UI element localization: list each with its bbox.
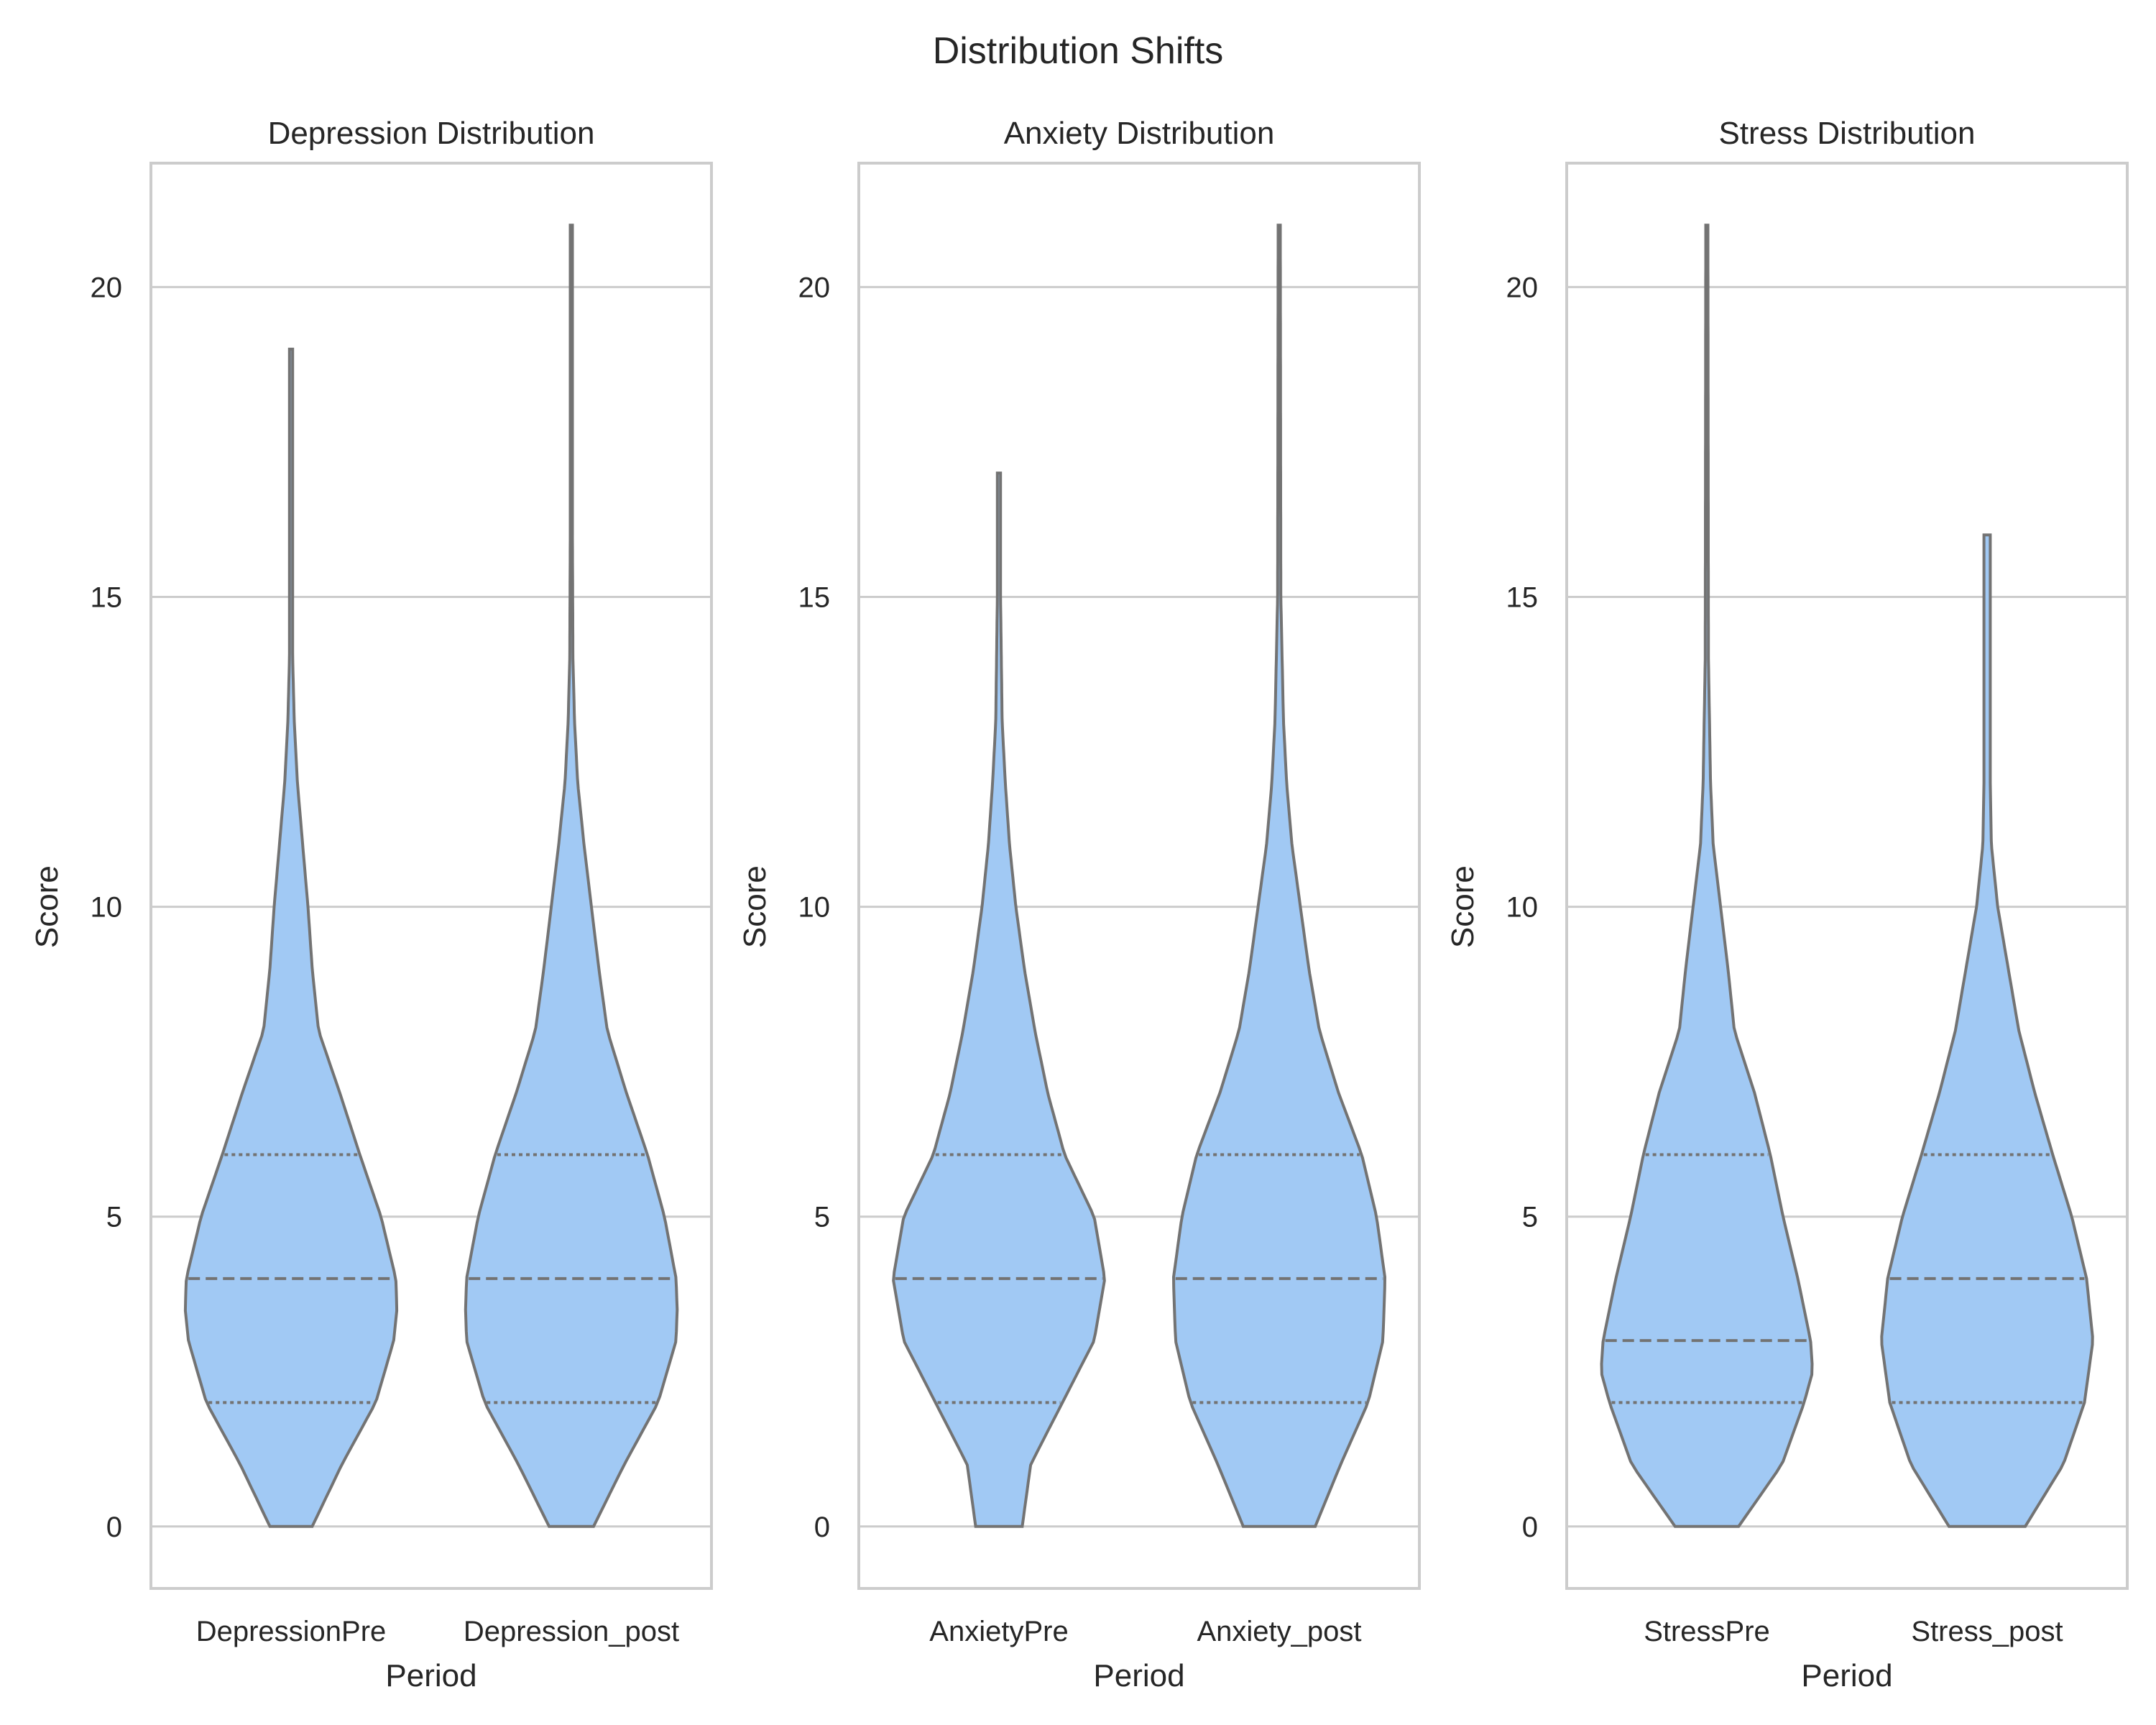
x-axis-label: Period (1801, 1658, 1892, 1693)
panel-3: 0 5 10 15 20 StressPre Stress_post Period Score S… (1445, 116, 2129, 1693)
chart-panels: 0 5 10 15 20 DepressionPre Depression_post Peri… (29, 116, 2129, 1693)
y-tick-label: 5 (106, 1202, 122, 1233)
violin-Stress_post (1880, 533, 2094, 1528)
y-tick-label: 15 (91, 582, 123, 614)
panel-title: Depression Distribution (268, 116, 595, 151)
plot-frame (1565, 162, 2129, 1590)
y-tick-label: 0 (1522, 1512, 1538, 1543)
panel-title: Stress Distribution (1718, 116, 1975, 151)
y-tick-label: 20 (1506, 272, 1539, 303)
y-tick-label: 15 (798, 582, 831, 614)
y-tick-label: 10 (1506, 892, 1539, 924)
x-tick-label: AnxietyPre (929, 1616, 1068, 1647)
x-tick-label: DepressionPre (196, 1616, 387, 1647)
x-tick-label: StressPre (1644, 1616, 1770, 1647)
violin-StressPre (1600, 224, 1814, 1528)
x-tick-label: Stress_post (1911, 1616, 2063, 1647)
panel-1: 0 5 10 15 20 DepressionPre Depression_post Peri… (29, 116, 713, 1693)
x-tick-label: Anxiety_post (1197, 1616, 1361, 1647)
panel-title: Anxiety Distribution (1004, 116, 1275, 151)
y-axis-label: Score (737, 865, 773, 948)
y-tick-label: 15 (1506, 582, 1539, 614)
violin-Depression_post (464, 224, 679, 1528)
plot-frame (149, 162, 713, 1590)
y-tick-label: 20 (798, 272, 831, 303)
x-axis-label: Period (1093, 1658, 1184, 1693)
y-tick-label: 5 (1522, 1202, 1538, 1233)
y-tick-label: 10 (91, 892, 123, 924)
y-axis-label: Score (1445, 865, 1480, 948)
x-axis-label: Period (385, 1658, 476, 1693)
y-tick-label: 20 (91, 272, 123, 303)
y-tick-label: 10 (798, 892, 831, 924)
figure-title: Distribution Shifts (933, 30, 1224, 72)
panel-2: 0 5 10 15 20 AnxietyPre Anxiety_post Period Scor… (737, 116, 1421, 1693)
violin-AnxietyPre (892, 472, 1106, 1528)
y-axis-label: Score (29, 865, 65, 948)
plot-frame (857, 162, 1421, 1590)
y-tick-label: 5 (814, 1202, 830, 1233)
y-tick-label: 0 (106, 1512, 122, 1543)
violin-Anxiety_post (1171, 224, 1387, 1528)
violin-DepressionPre (183, 347, 399, 1528)
x-tick-label: Depression_post (464, 1616, 679, 1647)
y-tick-label: 0 (814, 1512, 830, 1543)
